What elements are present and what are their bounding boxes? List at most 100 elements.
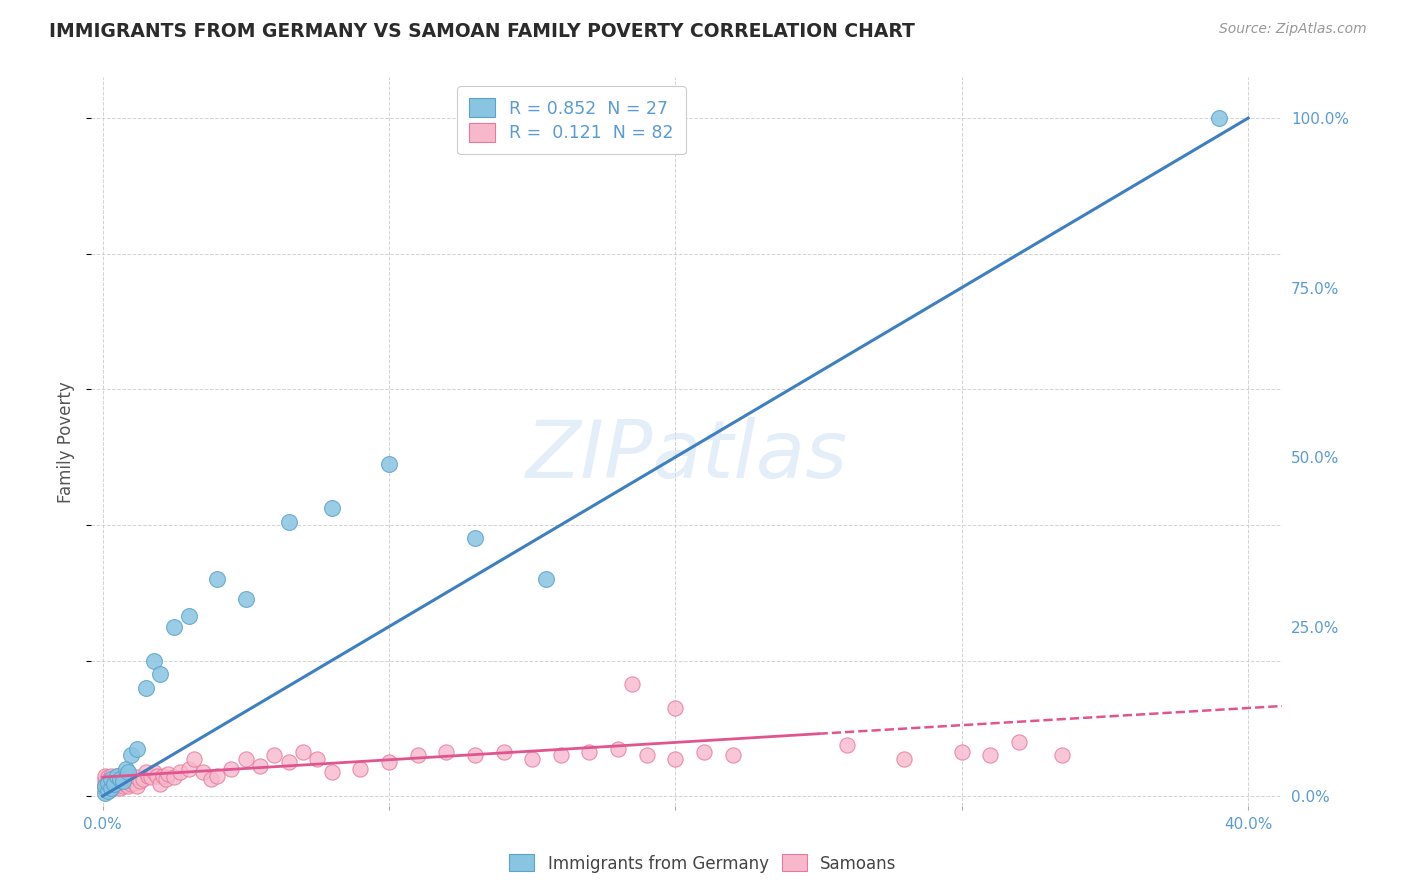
Point: [235, 592, 257, 607]
Point: [550, 748, 572, 763]
Point: [108, 777, 131, 791]
Point: [277, 756, 299, 770]
Point: [183, 752, 205, 766]
Point: [117, 765, 139, 780]
Point: [721, 748, 744, 763]
Point: [636, 748, 658, 763]
Point: [307, 752, 329, 766]
Point: [163, 770, 186, 784]
Point: [321, 765, 343, 780]
Point: [277, 515, 299, 529]
Point: [378, 756, 401, 770]
Point: [135, 765, 157, 780]
Point: [578, 745, 600, 759]
Point: [536, 572, 558, 586]
Point: [146, 769, 169, 783]
Point: [97, 780, 120, 795]
Point: [406, 748, 429, 763]
Text: ZIPatlas: ZIPatlas: [526, 417, 848, 495]
Point: [205, 572, 228, 586]
Point: [693, 745, 716, 759]
Point: [149, 777, 172, 791]
Point: [120, 748, 142, 763]
Point: [979, 748, 1001, 763]
Point: [1208, 111, 1230, 125]
Point: [292, 745, 315, 759]
Point: [235, 752, 257, 766]
Point: [111, 769, 134, 783]
Point: [191, 765, 214, 780]
Point: [163, 619, 186, 633]
Point: [837, 739, 859, 753]
Point: [263, 748, 285, 763]
Legend: Immigrants from Germany, Samoans: Immigrants from Germany, Samoans: [503, 847, 903, 880]
Point: [135, 681, 157, 695]
Point: [138, 769, 160, 783]
Point: [378, 457, 401, 471]
Point: [94, 782, 117, 797]
Legend: R = 0.852  N = 27, R =  0.121  N = 82: R = 0.852 N = 27, R = 0.121 N = 82: [457, 87, 686, 154]
Point: [111, 775, 134, 789]
Point: [143, 765, 166, 780]
Point: [114, 762, 136, 776]
Point: [149, 667, 172, 681]
Point: [117, 772, 139, 787]
Point: [169, 765, 191, 780]
Point: [100, 782, 122, 797]
Point: [100, 780, 122, 795]
Point: [200, 772, 222, 787]
Text: Source: ZipAtlas.com: Source: ZipAtlas.com: [1219, 22, 1367, 37]
Point: [349, 762, 371, 776]
Point: [122, 775, 145, 789]
Point: [464, 532, 486, 546]
Point: [114, 777, 136, 791]
Point: [125, 779, 148, 793]
Point: [94, 769, 117, 783]
Point: [105, 769, 128, 783]
Point: [1008, 735, 1031, 749]
Point: [97, 775, 120, 789]
Y-axis label: Family Poverty: Family Poverty: [58, 381, 75, 503]
Point: [120, 777, 142, 791]
Point: [893, 752, 915, 766]
Point: [664, 752, 686, 766]
Point: [492, 745, 515, 759]
Point: [155, 772, 177, 787]
Point: [94, 786, 117, 800]
Point: [157, 767, 180, 781]
Point: [100, 772, 122, 787]
Point: [103, 772, 125, 787]
Point: [114, 772, 136, 787]
Point: [94, 772, 117, 787]
Point: [105, 769, 128, 783]
Point: [97, 783, 120, 797]
Point: [249, 758, 271, 772]
Point: [464, 748, 486, 763]
Point: [108, 772, 131, 787]
Point: [105, 779, 128, 793]
Point: [664, 701, 686, 715]
Point: [321, 500, 343, 515]
Point: [108, 780, 131, 795]
Point: [103, 777, 125, 791]
Point: [117, 779, 139, 793]
Point: [950, 745, 973, 759]
Point: [434, 745, 457, 759]
Point: [607, 741, 630, 756]
Point: [103, 777, 125, 791]
Point: [143, 653, 166, 667]
Point: [131, 772, 153, 787]
Point: [141, 770, 163, 784]
Point: [111, 779, 134, 793]
Text: IMMIGRANTS FROM GERMANY VS SAMOAN FAMILY POVERTY CORRELATION CHART: IMMIGRANTS FROM GERMANY VS SAMOAN FAMILY…: [49, 22, 915, 41]
Point: [94, 779, 117, 793]
Point: [100, 779, 122, 793]
Point: [522, 752, 544, 766]
Point: [108, 772, 131, 787]
Point: [97, 770, 120, 784]
Point: [94, 775, 117, 789]
Point: [125, 741, 148, 756]
Point: [221, 762, 243, 776]
Point: [1050, 748, 1073, 763]
Point: [177, 609, 200, 624]
